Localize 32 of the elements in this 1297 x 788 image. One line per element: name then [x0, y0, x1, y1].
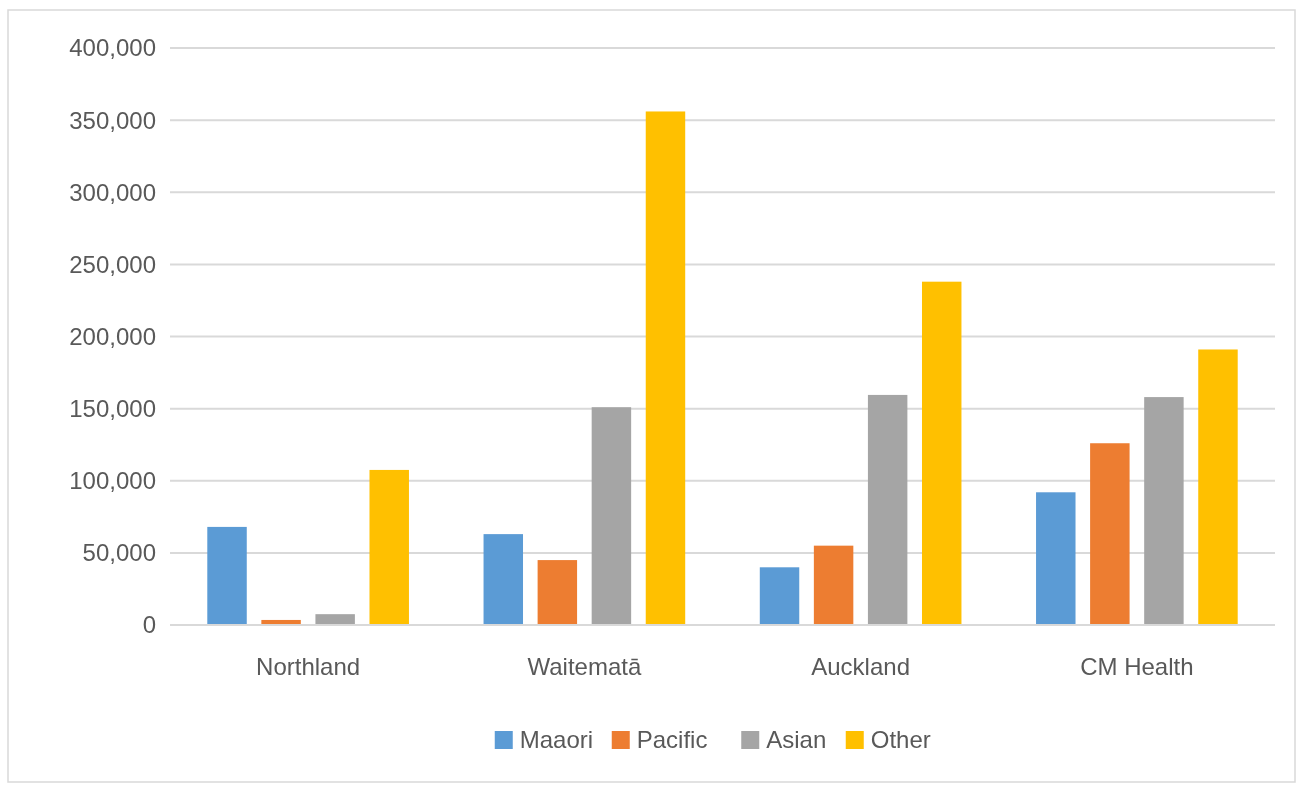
y-tick-label: 100,000 — [69, 467, 156, 495]
bar — [483, 534, 524, 625]
y-tick-label: 350,000 — [69, 106, 156, 134]
bar — [537, 560, 578, 625]
bar — [591, 407, 632, 625]
bar — [1090, 443, 1130, 625]
bar — [1036, 492, 1076, 625]
bar — [921, 281, 962, 625]
x-tick-label: Northland — [256, 653, 361, 680]
y-tick-label: 0 — [142, 611, 156, 639]
bar — [207, 526, 247, 625]
x-tick-label: Auckland — [811, 653, 910, 680]
y-tick-label: 150,000 — [69, 395, 156, 423]
bar — [813, 545, 854, 625]
x-tick-label: CM Health — [1080, 653, 1194, 680]
y-tick-label: 400,000 — [69, 34, 156, 62]
y-tick-label: 200,000 — [69, 322, 156, 350]
legend-label: Asian — [766, 726, 827, 754]
legend-label: Maaori — [519, 726, 594, 754]
x-tick-label: Waitematā — [527, 653, 642, 680]
bar — [867, 394, 908, 625]
bar — [315, 614, 355, 625]
y-tick-label: 50,000 — [82, 539, 156, 567]
legend-label: Other — [870, 726, 931, 754]
bar — [1144, 397, 1184, 625]
bar — [1198, 349, 1238, 625]
legend-label: Pacific — [636, 726, 708, 754]
bar — [369, 469, 409, 625]
y-tick-label: 300,000 — [69, 178, 156, 206]
bar — [759, 567, 800, 625]
y-tick-label: 250,000 — [69, 250, 156, 278]
bar — [645, 111, 686, 625]
